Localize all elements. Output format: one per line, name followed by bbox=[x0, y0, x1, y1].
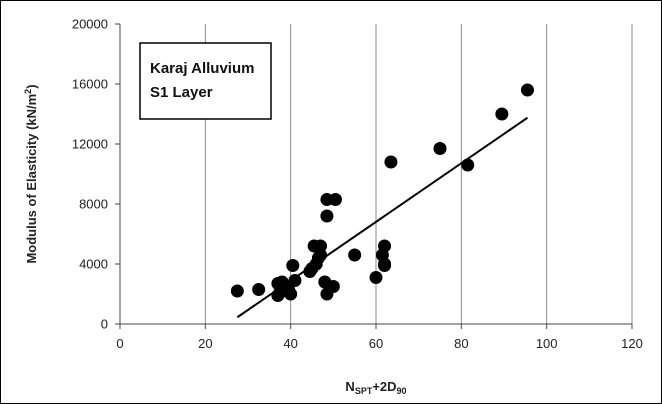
data-point bbox=[288, 274, 302, 287]
y-axis-title: Modulus of Elasticity (kN/m2) bbox=[23, 84, 39, 263]
x-tick-label: 40 bbox=[283, 336, 297, 351]
data-point bbox=[314, 248, 328, 262]
annotation-box: Karaj Alluvium S1 Layer bbox=[139, 42, 272, 120]
x-tick-label: 80 bbox=[454, 336, 468, 351]
data-point bbox=[378, 259, 392, 272]
x-tick-labels: 0 20 40 60 80 100 120 bbox=[116, 336, 642, 351]
data-point bbox=[369, 271, 383, 284]
y-tick-label: 20000 bbox=[72, 17, 108, 32]
x-tick-label: 100 bbox=[536, 336, 558, 351]
x-tick-label: 0 bbox=[116, 336, 123, 351]
data-point bbox=[326, 280, 340, 293]
annotation-line-1: Karaj Alluvium bbox=[150, 60, 254, 77]
data-point bbox=[384, 155, 398, 169]
data-point bbox=[284, 287, 298, 301]
y-axis-title-end: ) bbox=[24, 84, 39, 88]
data-point bbox=[461, 158, 475, 172]
x-axis-title-main: N bbox=[345, 379, 354, 394]
x-tick-label: 120 bbox=[621, 336, 643, 351]
data-point bbox=[230, 284, 244, 298]
x-tick-label: 20 bbox=[198, 336, 212, 351]
x-axis-title-sub2: 90 bbox=[397, 386, 407, 396]
y-tick-labels: 0 4000 8000 12000 16000 20000 bbox=[72, 17, 108, 332]
data-points bbox=[230, 83, 534, 302]
data-point bbox=[433, 142, 447, 155]
data-point bbox=[328, 193, 342, 206]
y-axis-title-sup: 2 bbox=[23, 89, 33, 94]
y-tick-label: 8000 bbox=[79, 197, 108, 212]
data-point bbox=[320, 209, 334, 223]
x-axis-title: NSPT+2D90 bbox=[345, 379, 406, 396]
data-point bbox=[378, 239, 392, 253]
data-point bbox=[348, 248, 362, 262]
x-axis-title-sub1: SPT bbox=[355, 386, 373, 396]
x-axis-title-mid: +2D bbox=[372, 379, 396, 394]
data-point bbox=[314, 239, 328, 253]
y-tick-label: 4000 bbox=[79, 257, 108, 272]
y-tick-label: 16000 bbox=[72, 77, 108, 92]
annotation-line-2: S1 Layer bbox=[150, 84, 213, 101]
y-tick-label: 0 bbox=[101, 317, 108, 332]
axis-ticks bbox=[115, 23, 633, 329]
y-tick-label: 12000 bbox=[72, 137, 108, 152]
x-tick-label: 60 bbox=[369, 336, 383, 351]
data-point bbox=[252, 283, 266, 296]
data-point bbox=[520, 83, 534, 97]
data-point bbox=[495, 107, 509, 121]
data-point bbox=[286, 259, 300, 272]
y-axis-title-main: Modulus of Elasticity (kN/m bbox=[24, 94, 39, 264]
